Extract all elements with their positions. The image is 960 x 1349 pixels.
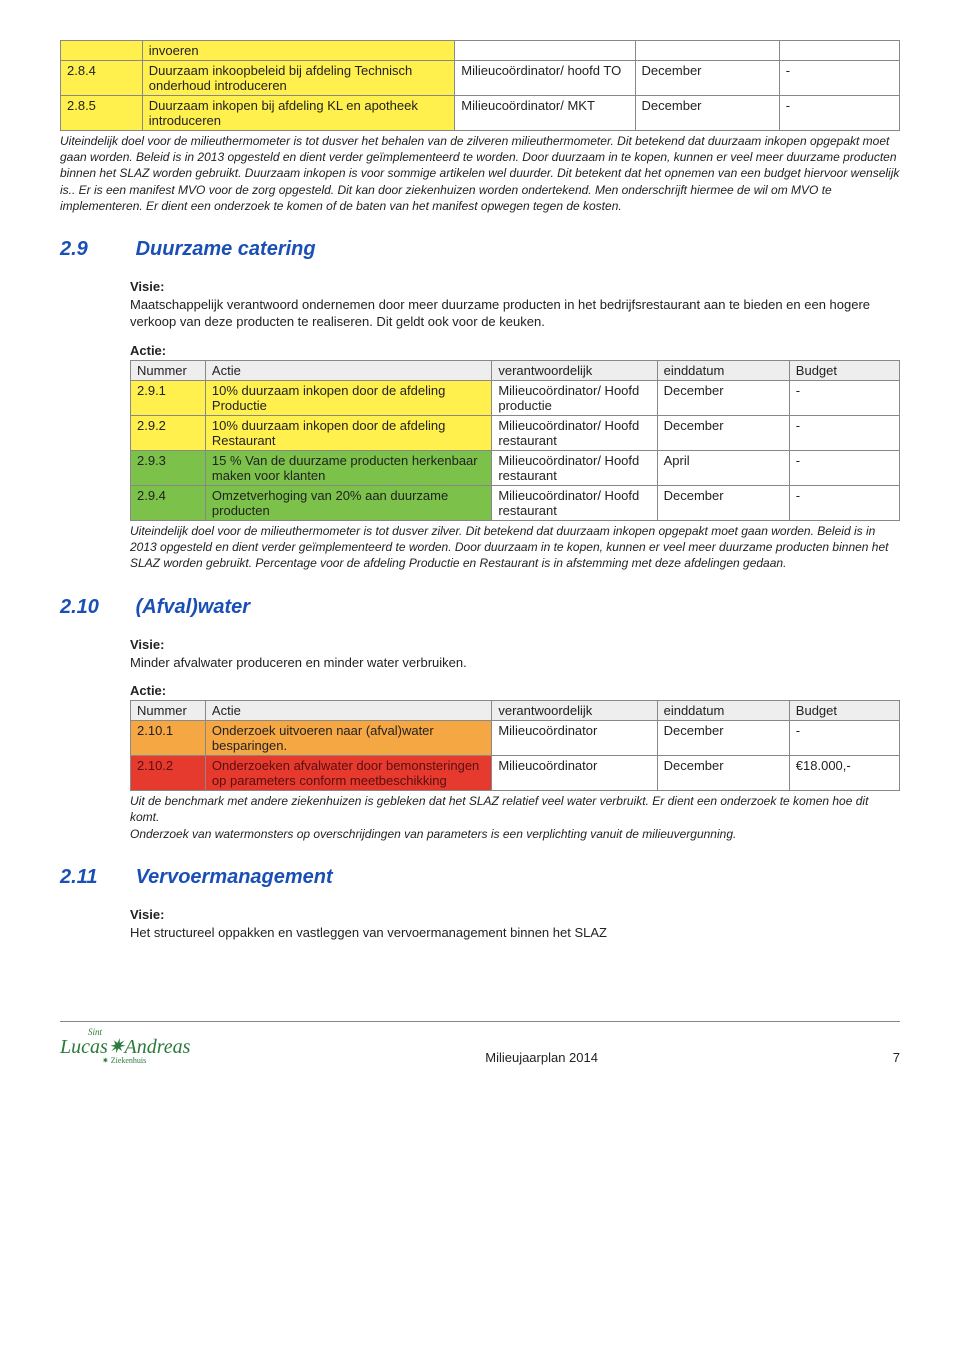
table-header-cell: Nummer — [131, 701, 206, 721]
table-cell: Milieucoördinator/ MKT — [455, 96, 635, 131]
table-cell: Milieucoördinator — [492, 756, 657, 791]
table-header-cell: verantwoordelijk — [492, 701, 657, 721]
heading-2-11-num: 2.11 — [60, 866, 130, 889]
table-cell: 2.9.3 — [131, 451, 206, 486]
heading-2-11-title: Vervoermanagement — [136, 866, 333, 888]
heading-2-10: 2.10 (Afval)water — [60, 596, 900, 619]
table-2-9: NummerActieverantwoordelijkeinddatumBudg… — [130, 360, 900, 521]
table-cell: - — [789, 381, 899, 416]
table-header-cell: Budget — [789, 361, 899, 381]
table-cell: April — [657, 451, 789, 486]
table-cell: €18.000,- — [789, 756, 899, 791]
table-cell: December — [657, 721, 789, 756]
table-cell: Omzetverhoging van 20% aan duurzame prod… — [205, 486, 491, 521]
table-header-cell: Budget — [789, 701, 899, 721]
table-header-cell: Nummer — [131, 361, 206, 381]
heading-2-9-title: Duurzame catering — [136, 238, 316, 260]
table-cell: December — [635, 61, 779, 96]
table-cell: 2.9.1 — [131, 381, 206, 416]
table-cell: December — [657, 416, 789, 451]
table-cell: - — [789, 721, 899, 756]
heading-2-9: 2.9 Duurzame catering — [60, 238, 900, 261]
actie-label-2-9: Actie: — [130, 343, 900, 358]
table-cell: - — [789, 451, 899, 486]
table-cell: 2.10.2 — [131, 756, 206, 791]
table-cell: December — [657, 381, 789, 416]
table-2-8-continued: invoeren2.8.4Duurzaam inkoopbeleid bij a… — [60, 40, 900, 131]
page-footer: Sint Lucas✷Andreas ✷ Ziekenhuis Milieuja… — [60, 1021, 900, 1065]
table-cell: December — [657, 486, 789, 521]
table-cell: Milieucoördinator/ Hoofd restaurant — [492, 451, 657, 486]
table-cell: 2.8.5 — [61, 96, 143, 131]
logo: Sint Lucas✷Andreas ✷ Ziekenhuis — [60, 1028, 190, 1065]
table-header-cell: Actie — [205, 361, 491, 381]
table-2-10: NummerActieverantwoordelijkeinddatumBudg… — [130, 700, 900, 791]
table-cell: 10% duurzaam inkopen door de afdeling Pr… — [205, 381, 491, 416]
table-cell — [635, 41, 779, 61]
table-header-cell: Actie — [205, 701, 491, 721]
heading-2-10-num: 2.10 — [60, 596, 130, 619]
table-header-cell: einddatum — [657, 361, 789, 381]
visie-label-2-10: Visie: — [130, 637, 900, 652]
table-cell: - — [789, 486, 899, 521]
logo-sub: ✷ Ziekenhuis — [102, 1057, 190, 1065]
table-header-cell: verantwoordelijk — [492, 361, 657, 381]
table-cell: 2.8.4 — [61, 61, 143, 96]
footer-center: Milieujaarplan 2014 — [485, 1050, 598, 1065]
visie-text-2-10: Minder afvalwater produceren en minder w… — [130, 654, 900, 672]
table-cell: Milieucoördinator/ Hoofd restaurant — [492, 416, 657, 451]
table-cell: Milieucoördinator/ hoofd TO — [455, 61, 635, 96]
visie-text-2-11: Het structureel oppakken en vastleggen v… — [130, 924, 900, 942]
table-header-cell: einddatum — [657, 701, 789, 721]
table-cell: - — [779, 61, 899, 96]
table-cell: Milieucoördinator — [492, 721, 657, 756]
table-cell: Duurzaam inkopen bij afdeling KL en apot… — [142, 96, 455, 131]
logo-main: Lucas✷Andreas — [60, 1036, 190, 1058]
table-cell: December — [657, 756, 789, 791]
table-cell — [779, 41, 899, 61]
table-cell: - — [789, 416, 899, 451]
table-cell: 2.9.2 — [131, 416, 206, 451]
page-number: 7 — [893, 1050, 900, 1065]
table-cell: 10% duurzaam inkopen door de afdeling Re… — [205, 416, 491, 451]
table-cell: Onderzoek uitvoeren naar (afval)water be… — [205, 721, 491, 756]
table-cell — [61, 41, 143, 61]
table-cell — [455, 41, 635, 61]
heading-2-10-title: (Afval)water — [136, 596, 250, 618]
heading-2-9-num: 2.9 — [60, 238, 130, 261]
visie-text-2-9: Maatschappelijk verantwoord ondernemen d… — [130, 296, 900, 331]
table-cell: Duurzaam inkoopbeleid bij afdeling Techn… — [142, 61, 455, 96]
table-cell: 2.9.4 — [131, 486, 206, 521]
note-2-8: Uiteindelijk doel voor de milieuthermome… — [60, 133, 900, 214]
table-cell: Onderzoeken afvalwater door bemonstering… — [205, 756, 491, 791]
note-2-10: Uit de benchmark met andere ziekenhuizen… — [130, 793, 900, 842]
table-cell: - — [779, 96, 899, 131]
table-cell: 15 % Van de duurzame producten herkenbaa… — [205, 451, 491, 486]
heading-2-11: 2.11 Vervoermanagement — [60, 866, 900, 889]
table-cell: December — [635, 96, 779, 131]
visie-label-2-9: Visie: — [130, 279, 900, 294]
table-cell: Milieucoördinator/ Hoofd restaurant — [492, 486, 657, 521]
table-cell: invoeren — [142, 41, 455, 61]
table-cell: Milieucoördinator/ Hoofd productie — [492, 381, 657, 416]
visie-label-2-11: Visie: — [130, 907, 900, 922]
actie-label-2-10: Actie: — [130, 683, 900, 698]
note-2-9: Uiteindelijk doel voor de milieuthermome… — [130, 523, 900, 572]
table-cell: 2.10.1 — [131, 721, 206, 756]
